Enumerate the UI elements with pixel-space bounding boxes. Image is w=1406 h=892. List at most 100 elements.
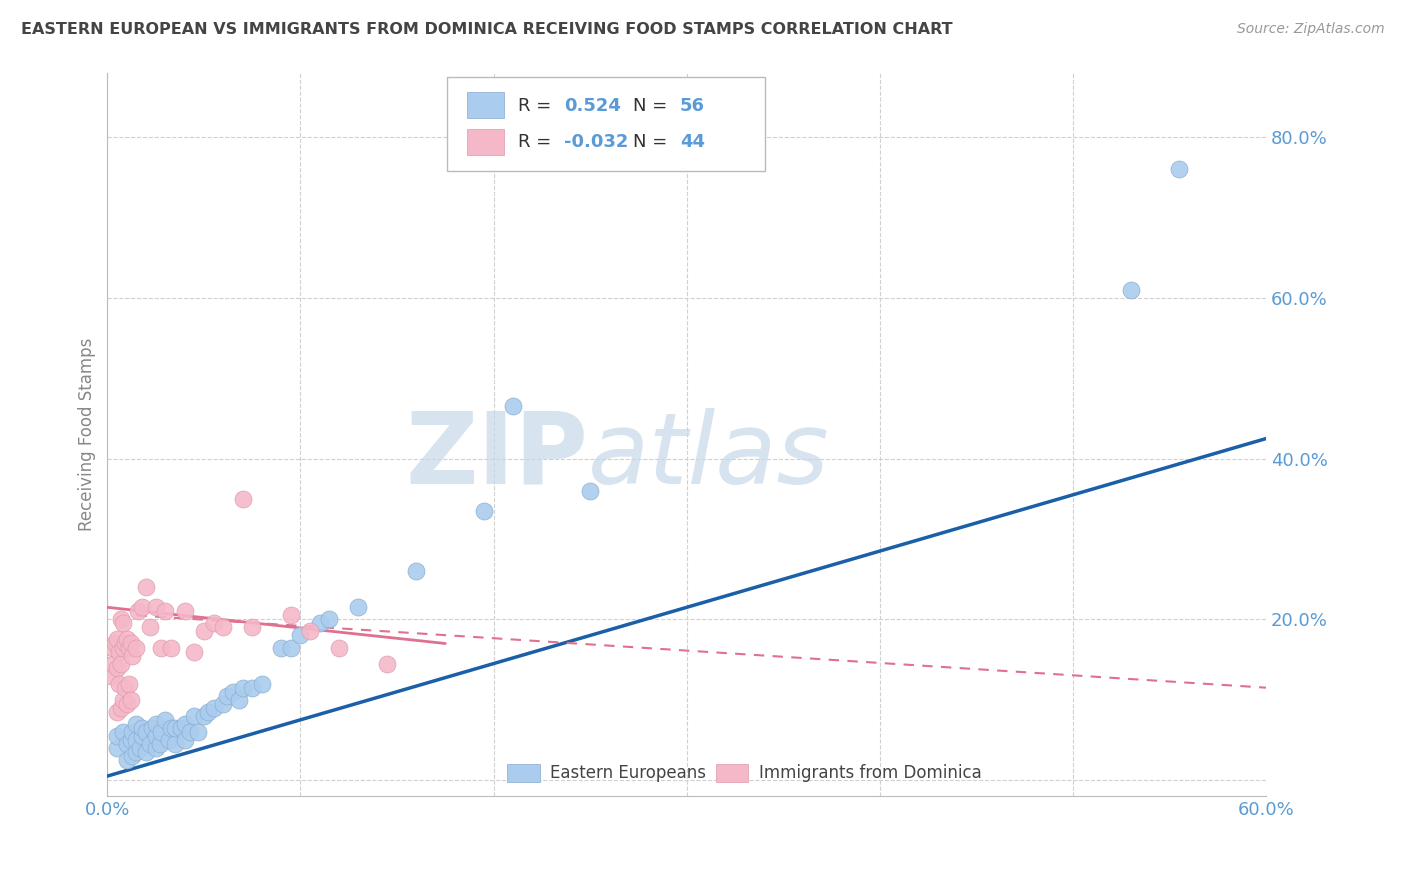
Point [157,732,180,747]
Text: 56: 56 [679,96,704,114]
FancyBboxPatch shape [467,92,503,118]
Text: Immigrants from Dominica: Immigrants from Dominica [758,764,981,782]
Point [115,737,138,751]
Point [101,640,124,655]
Point [579,483,602,498]
Text: R =: R = [517,96,557,114]
Point [202,616,225,631]
Point [121,749,143,764]
Text: N =: N = [633,134,673,152]
Point [108,676,131,690]
Point [125,745,148,759]
Point [110,612,132,626]
Point [212,697,235,711]
Point [183,644,205,658]
Point [115,697,138,711]
Point [170,721,193,735]
Point [240,620,263,634]
Point [111,724,134,739]
Point [173,716,195,731]
Point [217,689,239,703]
Point [202,700,225,714]
Point [139,620,162,634]
Point [141,721,163,735]
Point [114,681,136,695]
Point [183,708,205,723]
Point [105,660,128,674]
Point [111,692,134,706]
Point [145,716,167,731]
Text: Eastern Europeans: Eastern Europeans [550,764,706,782]
Point [232,491,254,506]
Point [347,600,370,615]
Point [405,564,427,578]
Point [135,745,157,759]
Point [120,692,142,706]
Point [105,705,128,719]
Point [1119,283,1142,297]
Point [115,753,138,767]
Point [145,600,167,615]
Point [155,604,177,618]
Point [104,636,127,650]
Point [121,724,143,739]
Point [290,628,312,642]
Text: 44: 44 [679,134,704,152]
FancyBboxPatch shape [508,764,540,781]
Text: EASTERN EUROPEAN VS IMMIGRANTS FROM DOMINICA RECEIVING FOOD STAMPS CORRELATION C: EASTERN EUROPEAN VS IMMIGRANTS FROM DOMI… [21,22,953,37]
Point [240,681,263,695]
Point [111,616,134,631]
Point [155,713,177,727]
Point [114,636,136,650]
Point [150,640,173,655]
Point [131,729,153,743]
Text: N =: N = [633,96,673,114]
Point [111,640,134,655]
Point [163,721,186,735]
FancyBboxPatch shape [467,129,503,155]
Point [145,741,167,756]
Point [377,657,399,671]
Point [108,644,131,658]
Point [318,612,340,626]
Point [270,640,292,655]
Point [193,708,215,723]
Point [472,504,495,518]
Point [120,636,142,650]
Point [308,616,330,631]
Point [121,648,143,663]
Point [100,668,122,682]
Point [150,724,173,739]
Point [502,400,524,414]
Point [110,657,132,671]
Point [232,681,254,695]
Point [173,732,195,747]
Point [173,604,195,618]
Point [110,700,132,714]
Y-axis label: Receiving Food Stamps: Receiving Food Stamps [79,338,96,532]
Point [280,608,302,623]
Point [117,676,139,690]
Point [101,657,124,671]
Text: R =: R = [517,134,557,152]
Point [131,721,153,735]
Point [135,580,157,594]
Point [299,624,322,639]
Point [250,676,273,690]
Point [212,620,235,634]
Point [145,729,167,743]
Point [125,732,148,747]
Point [163,737,186,751]
Point [148,737,170,751]
Point [131,600,153,615]
Point [222,684,245,698]
Point [228,692,250,706]
Point [120,732,142,747]
Point [117,640,139,655]
Point [105,632,128,647]
FancyBboxPatch shape [716,764,748,781]
Text: ZIP: ZIP [405,408,588,505]
Text: -0.032: -0.032 [564,134,628,152]
Point [115,632,138,647]
Point [1168,162,1191,177]
